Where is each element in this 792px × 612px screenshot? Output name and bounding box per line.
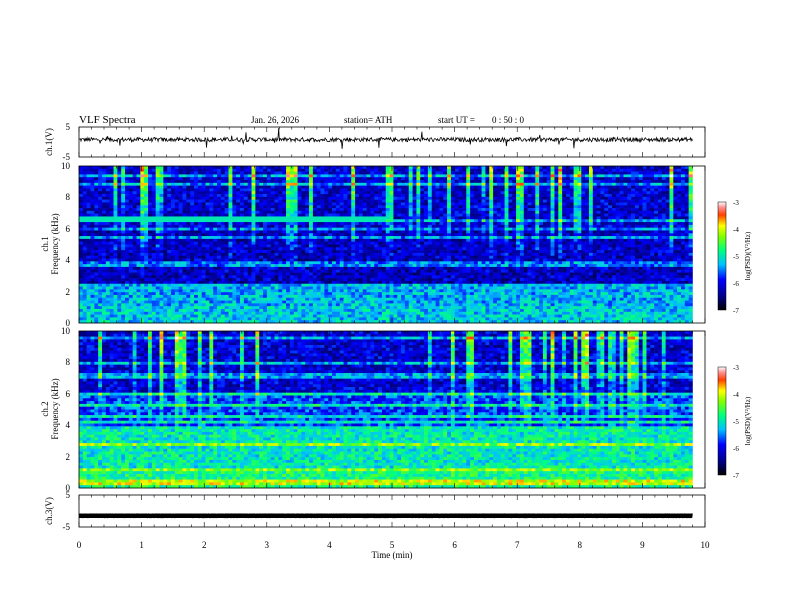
ch2-cbar-tick-3: -3 [733, 364, 739, 372]
ch3-ytick-top: 5 [66, 490, 71, 500]
time-tick-label: 2 [202, 540, 207, 550]
ch3-waveform-panel: 5 -5 ch.3(V) [44, 490, 706, 532]
ch2-cbar-tick-7: -7 [733, 472, 739, 480]
ch1-ytick-10: 10 [61, 161, 71, 171]
ch2-ytick-2: 2 [66, 452, 71, 462]
ch3-ytick-bottom: -5 [63, 522, 71, 532]
time-tick-label: 7 [515, 540, 520, 550]
ch1-ytick-top: 5 [66, 122, 71, 132]
ch1-ytick-8: 8 [66, 192, 71, 202]
ch2-cbar-tick-6: -6 [733, 445, 739, 453]
time-tick-label: 5 [390, 540, 395, 550]
ch2-colorbar-label: log(PSD)(V²/Hz) [744, 396, 752, 445]
ch2-ytick-4: 4 [66, 420, 71, 430]
time-tick-label: 4 [327, 540, 332, 550]
ch1-cbar-tick-4: -4 [733, 226, 739, 234]
ch1-cbar-tick-6: -6 [733, 280, 739, 288]
start-ut-label: start UT = [438, 115, 475, 125]
ch1-colorbar-label: log(PSD)(V²/Hz) [744, 231, 752, 280]
ch1-colorbar: -3 -4 -5 -6 -7 log(PSD)(V²/Hz) [717, 199, 752, 315]
ch2-ytick-6: 6 [66, 389, 71, 399]
ch2-spectrogram-panel: 0 2 4 6 8 10 ch.2 Frequency (kHz) [40, 326, 706, 493]
ch2-frequency-label: Frequency (kHz) [50, 378, 60, 439]
ch2-colorbar: -3 -4 -5 -6 -7 log(PSD)(V²/Hz) [717, 364, 752, 480]
time-tick-label: 10 [701, 540, 711, 550]
time-tick-label: 6 [452, 540, 457, 550]
ch1-ytick-bottom: -5 [63, 152, 71, 162]
station-label: station= ATH [344, 115, 393, 125]
ch1-ytick-6: 6 [66, 224, 71, 234]
ch1-ytick-0: 0 [66, 318, 71, 328]
time-tick-label: 9 [640, 540, 645, 550]
start-ut-time: 0 : 50 : 0 [492, 115, 525, 125]
ch1-frequency-label: Frequency (kHz) [50, 213, 60, 274]
time-tick-label: 3 [265, 540, 270, 550]
ch1-colorbar-gradient [717, 201, 727, 311]
ch1-waveform-trace [78, 128, 693, 149]
ch2-colorbar-gradient [717, 366, 727, 476]
ch1-cbar-tick-5: -5 [733, 253, 739, 261]
ch1-ytick-4: 4 [66, 255, 71, 265]
time-tick-label: 1 [139, 540, 144, 550]
ch2-channel-label: ch.2 [40, 401, 50, 416]
figure-title: VLF Spectra [79, 114, 136, 126]
ch2-spectrogram-image [79, 331, 693, 489]
ch2-cbar-tick-5: -5 [733, 418, 739, 426]
time-axis-title: Time (min) [372, 550, 413, 560]
time-tick-label: 0 [77, 540, 82, 550]
date-label: Jan. 26, 2026 [251, 115, 299, 125]
ch1-spectrogram-image [79, 166, 693, 324]
time-axis-labels: 0 1 2 3 4 5 6 7 8 9 10 [77, 540, 710, 550]
ch1-cbar-tick-7: -7 [733, 307, 739, 315]
ch1-ytick-2: 2 [66, 287, 71, 297]
ch2-cbar-tick-4: -4 [733, 391, 739, 399]
ch1-spectrogram-panel: 0 2 4 6 8 10 ch.1 Frequency (kHz) [40, 161, 706, 328]
time-tick-label: 8 [578, 540, 583, 550]
time-axis-ticks [78, 127, 706, 527]
ch1-channel-label: ch.1 [40, 236, 50, 251]
ch3-ylabel: ch.3(V) [44, 497, 54, 525]
ch2-ytick-10: 10 [61, 326, 71, 336]
ch1-cbar-tick-3: -3 [733, 199, 739, 207]
ch1-ylabel: ch.1(V) [44, 128, 54, 156]
ch2-ytick-0: 0 [66, 483, 71, 493]
ch1-waveform-panel: 5 -5 ch.1(V) [44, 122, 706, 162]
ch2-ytick-8: 8 [66, 357, 71, 367]
